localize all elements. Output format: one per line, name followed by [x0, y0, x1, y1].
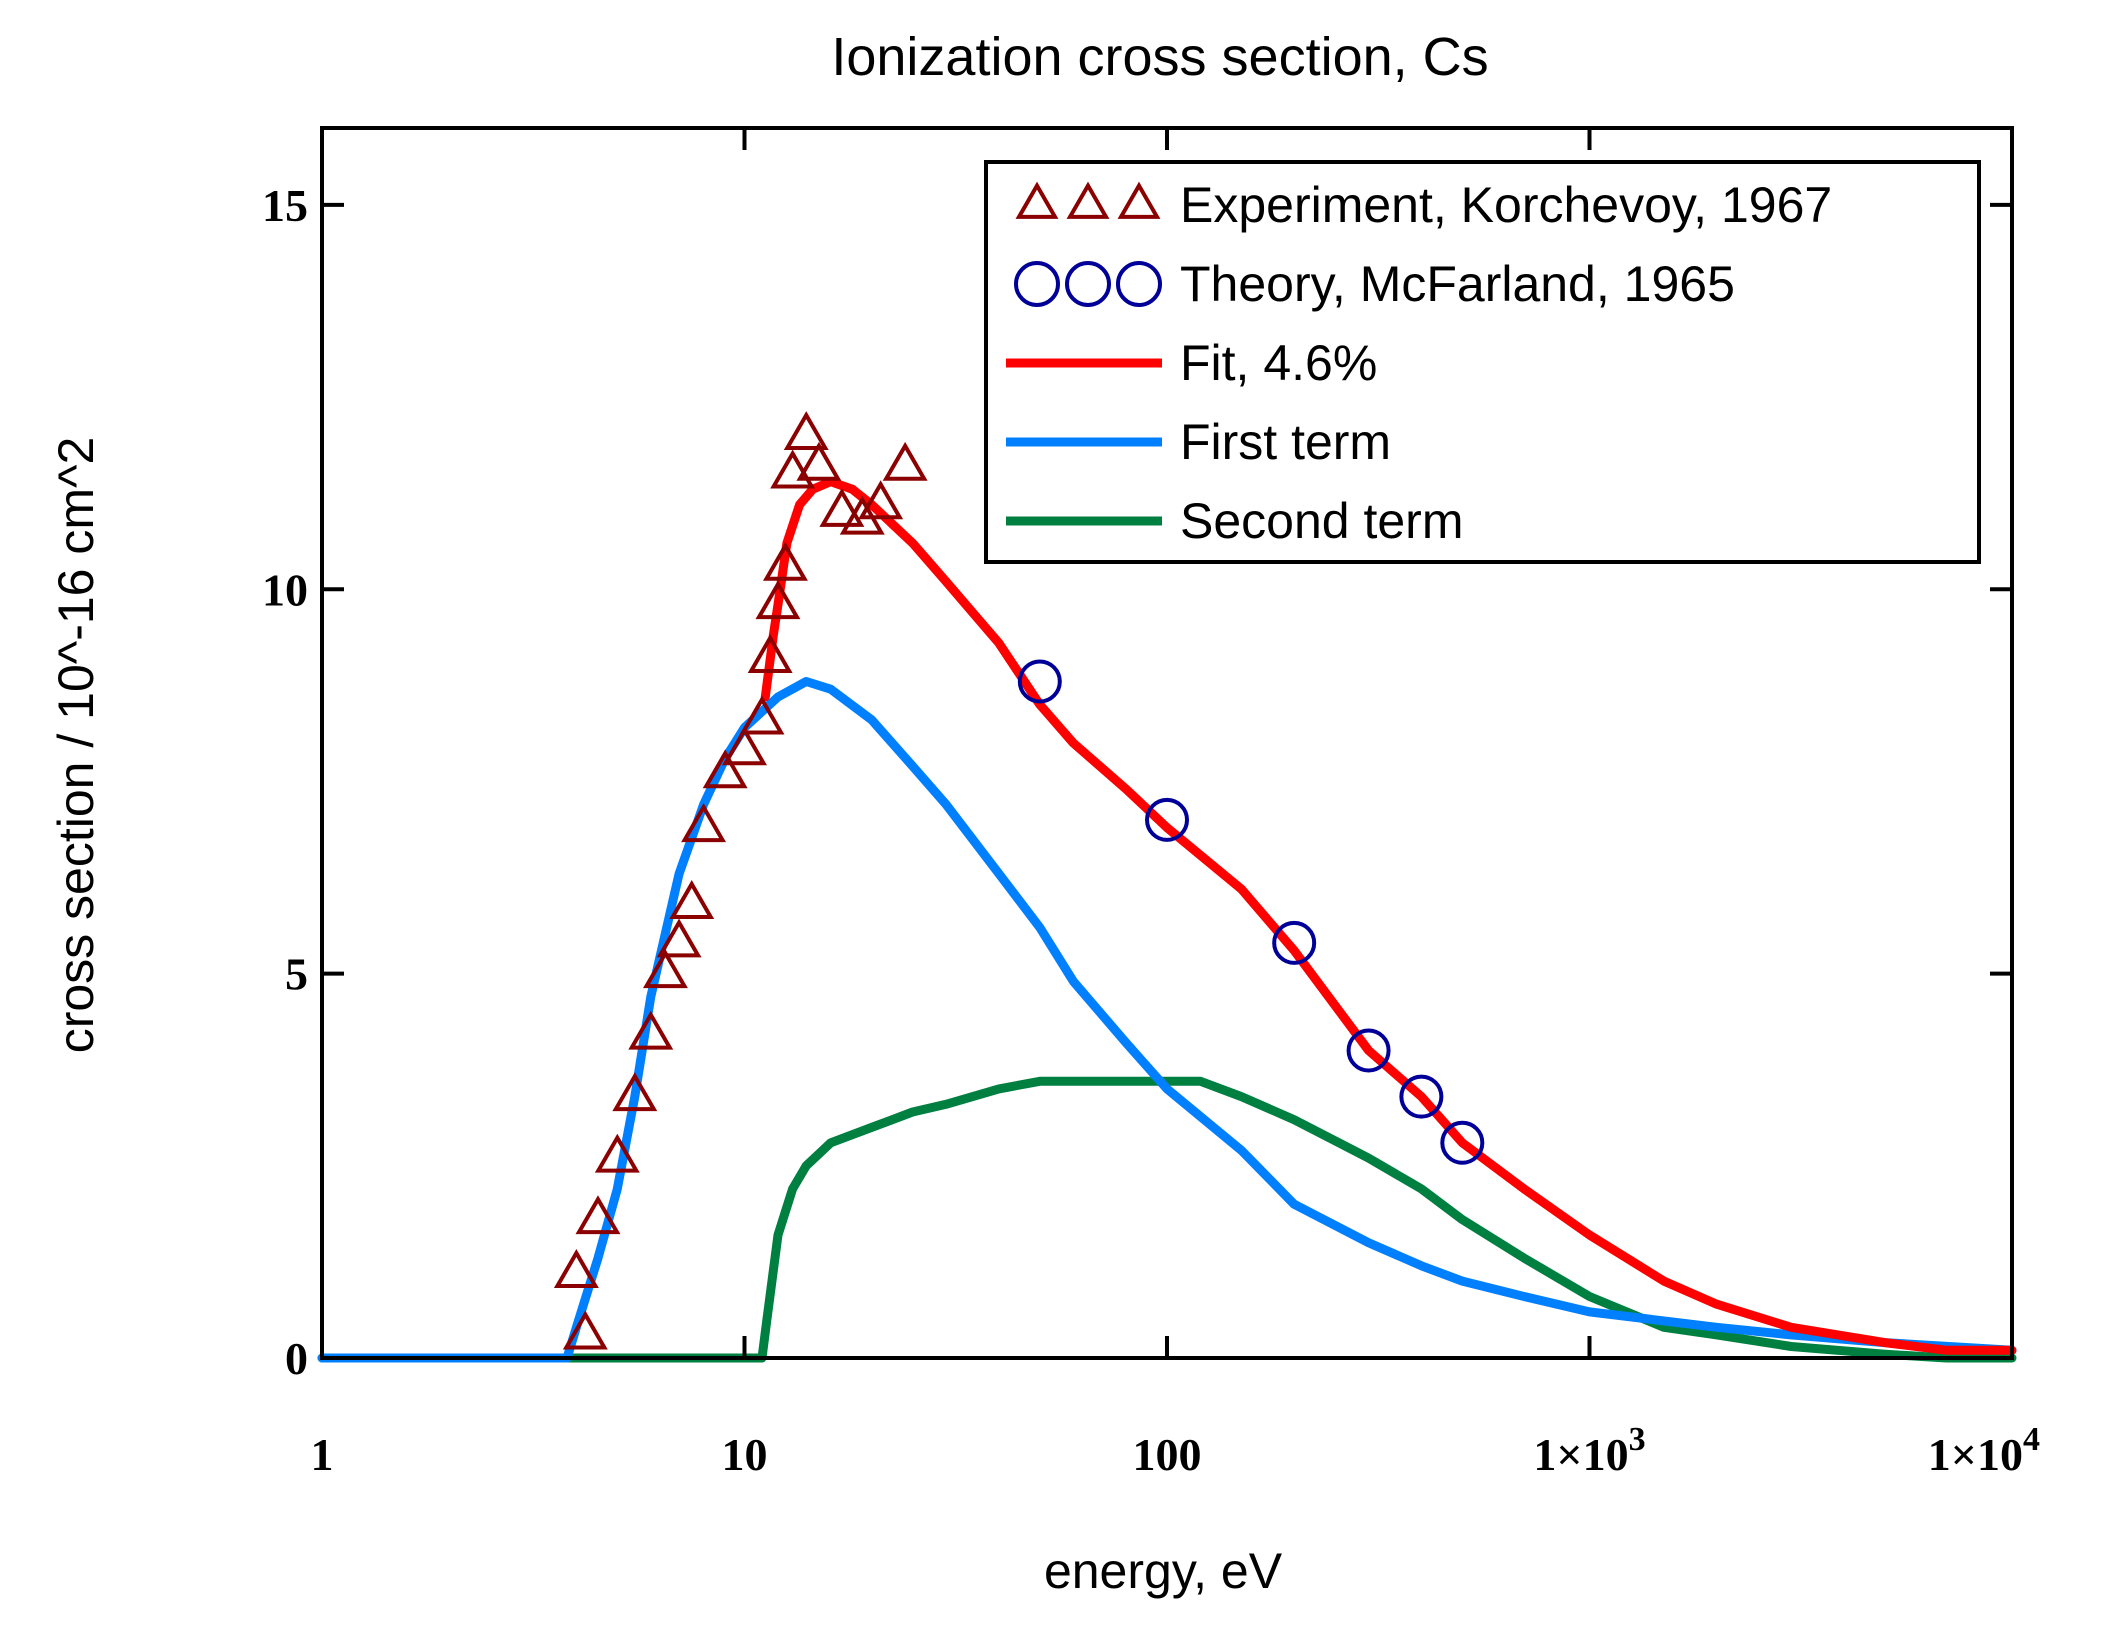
- legend-item-theory-mcfarland-1965: Theory, McFarland, 1965: [1014, 256, 1735, 312]
- experiment-point: [739, 695, 785, 735]
- legend-box: [984, 160, 1981, 564]
- theory-point: [1145, 797, 1189, 842]
- experiment-point: [594, 1133, 640, 1173]
- legend-circle-marker: [1014, 261, 1060, 307]
- series-line-second-term: [317, 1076, 2017, 1363]
- y-tick-label: 5: [285, 949, 308, 1000]
- experiment-point: [783, 411, 829, 451]
- experiment-point: [612, 1072, 658, 1112]
- series-experiment-korchevoy-1967: [553, 411, 928, 1350]
- legend-triangle-marker: [1015, 181, 1059, 219]
- ticks-layer: 0 5 10 15 1 10 100 1×103 1×104: [262, 128, 2040, 1480]
- y-tick-label: 10: [262, 564, 308, 615]
- experiment-point: [562, 1310, 608, 1350]
- theory-point: [1346, 1028, 1391, 1073]
- x-tick-label: 10: [722, 1429, 768, 1480]
- plot-frame: [320, 126, 2014, 1360]
- experiment-point: [819, 487, 865, 527]
- experiment-point: [553, 1249, 599, 1288]
- series-line-fit-4-6: [760, 477, 2017, 1355]
- legend-item-experiment-korchevoy-1967: Experiment, Korchevoy, 1967: [1015, 177, 1832, 233]
- theory-point: [1272, 920, 1317, 965]
- x-tick-label: 1×103: [1533, 1421, 1645, 1480]
- legend-label: Theory, McFarland, 1965: [1180, 256, 1735, 312]
- experiment-point: [755, 580, 801, 620]
- legend: Experiment, Korchevoy, 1967 Theory, McFar…: [984, 160, 1981, 564]
- legend-items: Experiment, Korchevoy, 1967 Theory, McFar…: [1006, 177, 1832, 549]
- chart-title: Ionization cross section, Cs: [831, 27, 1488, 87]
- legend-item-fit-4-6: Fit, 4.6%: [1006, 335, 1377, 391]
- x-tick-label: 100: [1133, 1429, 1202, 1480]
- experiment-point: [770, 449, 816, 489]
- series-theory-mcfarland-1965: [1017, 659, 1485, 1165]
- experiment-point: [575, 1195, 621, 1235]
- legend-circle-marker: [1065, 261, 1111, 307]
- experiment-point: [642, 949, 688, 989]
- series-line-first-term: [317, 677, 2017, 1363]
- theory-point: [1017, 659, 1062, 704]
- theory-point: [1440, 1120, 1485, 1165]
- y-tick-label: 0: [285, 1333, 308, 1384]
- experiment-point: [796, 441, 842, 481]
- experiment-point: [858, 480, 904, 520]
- legend-item-first-term: First term: [1006, 414, 1391, 470]
- experiment-point: [762, 541, 808, 581]
- experiment-point: [747, 634, 793, 673]
- legend-label: Experiment, Korchevoy, 1967: [1180, 177, 1832, 233]
- legend-label: First term: [1180, 414, 1391, 470]
- legend-label: Fit, 4.6%: [1180, 335, 1377, 391]
- experiment-point: [702, 749, 748, 789]
- legend-label: Second term: [1180, 493, 1463, 549]
- y-tick-label: 15: [262, 180, 308, 231]
- theory-point: [1399, 1074, 1444, 1119]
- experiment-point: [722, 726, 767, 766]
- experiment-point: [628, 1010, 674, 1050]
- x-tick-label: 1×104: [1928, 1421, 2040, 1480]
- experiment-point: [681, 803, 727, 843]
- y-axis-label: cross section / 10^-16 cm^2: [48, 437, 104, 1054]
- series-layer: [317, 411, 2017, 1363]
- x-tick-label: 1: [311, 1429, 334, 1480]
- legend-triangle-marker: [1117, 181, 1161, 219]
- experiment-point: [669, 880, 715, 919]
- experiment-point: [882, 441, 928, 481]
- legend-circle-marker: [1116, 261, 1162, 307]
- experiment-point: [656, 918, 702, 958]
- legend-item-second-term: Second term: [1006, 493, 1463, 549]
- x-axis-label: energy, eV: [1044, 1543, 1283, 1599]
- legend-triangle-marker: [1066, 181, 1110, 219]
